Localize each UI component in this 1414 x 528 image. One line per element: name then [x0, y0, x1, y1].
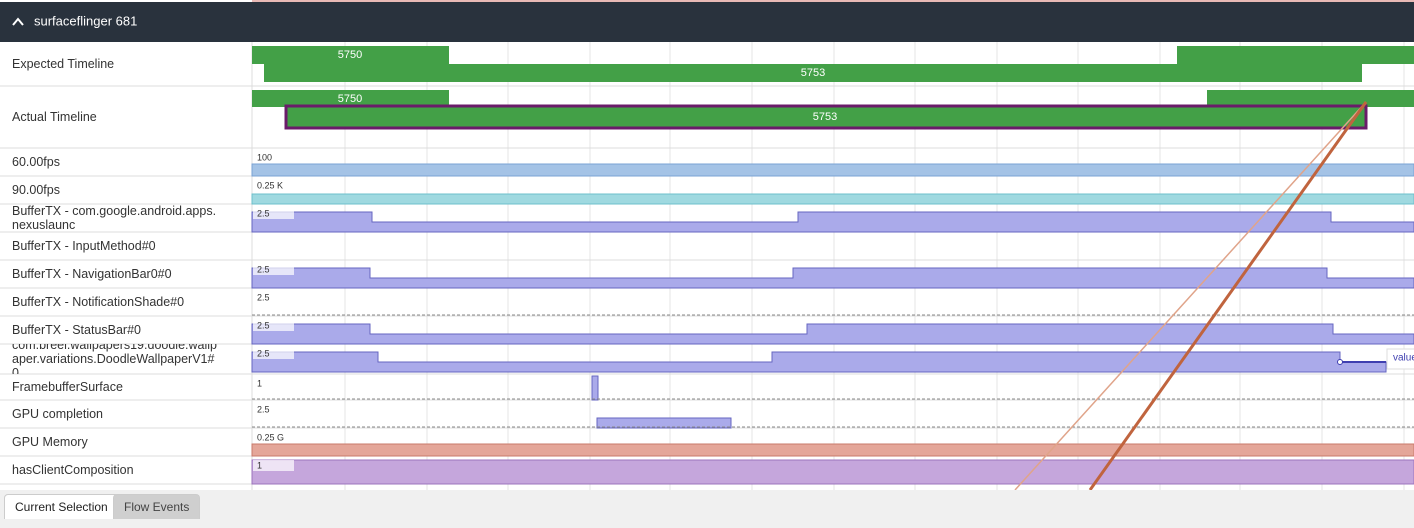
track-name: BufferTX - com.google.android.apps.nexus… [12, 204, 217, 232]
scale-label: 2.5 [257, 208, 270, 218]
track-name: 90.00fps [12, 183, 60, 197]
track-name: BufferTX - InputMethod#0 [12, 239, 156, 253]
scale-bg [253, 292, 294, 303]
slice-label: 5750 [338, 93, 362, 105]
process-title: surfaceflinger 681 [34, 13, 137, 28]
slice-label: 5753 [801, 67, 825, 79]
scale-label: 0.25 K [257, 180, 283, 190]
top-strip [252, 0, 1414, 2]
selected-slice[interactable] [284, 104, 1368, 130]
scale-bg [253, 320, 294, 331]
track-name: GPU completion [12, 407, 104, 421]
scale-bg [253, 348, 294, 359]
slice[interactable] [252, 46, 449, 64]
slice-label: 5753 [813, 111, 837, 123]
track-name: hasClientComposition [12, 463, 134, 477]
track-name: Actual Timeline [12, 110, 97, 124]
track-name: com.breel.wallpapers19.doodle.wallpaper.… [12, 344, 217, 374]
scale-label: 1 [257, 378, 262, 388]
counter [251, 163, 1414, 177]
tab[interactable]: Current Selection [4, 494, 119, 519]
slice[interactable] [264, 64, 1362, 82]
scale-label: 2.5 [257, 320, 270, 330]
track-name: BufferTX - NavigationBar0#0 [12, 267, 172, 281]
track-name: GPU Memory [12, 435, 88, 449]
counter [251, 443, 1414, 457]
flow-arrow [1014, 101, 1367, 491]
track-name: BufferTX - NotificationShade#0 [12, 295, 185, 309]
counter [251, 193, 1414, 205]
counters [251, 211, 1414, 429]
scale-bg [253, 404, 294, 415]
bottom-panel [0, 490, 1414, 528]
scale-label: 100 [257, 152, 272, 162]
scale-label: 2.5 [257, 264, 270, 274]
slice-label: 5750 [338, 49, 362, 61]
counter [251, 459, 1414, 485]
tooltip-box [1386, 348, 1414, 370]
scale-bg [253, 208, 294, 219]
process-header [0, 2, 1414, 42]
track-name: 60.00fps [12, 155, 60, 169]
flow-arrow [1088, 101, 1368, 491]
track-name: FramebufferSurface [12, 380, 123, 394]
scale-label: 0.25 G [257, 432, 284, 442]
scale-bg [253, 378, 294, 389]
scale-bg [253, 432, 294, 443]
scale-label: 2.5 [257, 404, 270, 414]
tab[interactable]: Flow Events [113, 494, 201, 519]
collapse-icon[interactable] [12, 17, 24, 26]
scale-bg [253, 460, 294, 471]
scale-bg [253, 180, 294, 191]
track-name: BufferTX - StatusBar#0 [12, 323, 141, 337]
track-name: Expected Timeline [12, 57, 115, 71]
slice[interactable] [252, 90, 449, 107]
scale-label: 2.5 [257, 348, 270, 358]
scale-bg [253, 264, 294, 275]
slice[interactable] [1207, 90, 1414, 107]
hover-dot [1337, 359, 1343, 365]
slice[interactable] [1177, 46, 1414, 64]
scale-bg [253, 152, 294, 163]
scale-label: 1 [257, 460, 262, 470]
scale-label: 2.5 [257, 292, 270, 302]
tooltip: value [1393, 353, 1414, 364]
baselines [252, 314, 1414, 428]
